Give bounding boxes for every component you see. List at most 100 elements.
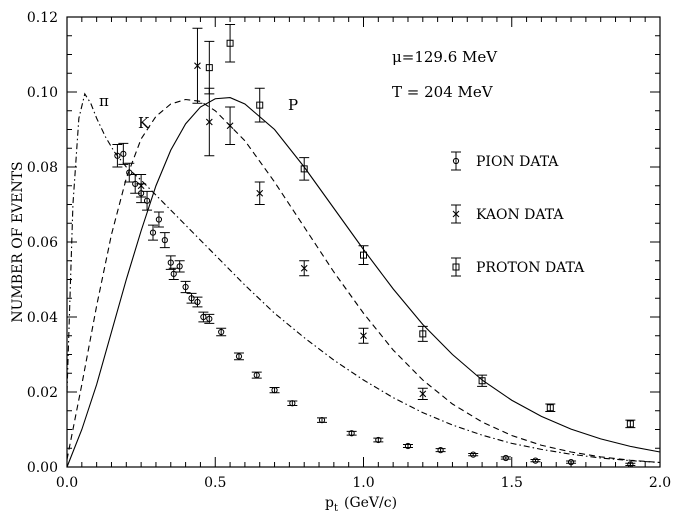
cross-data-point bbox=[225, 106, 236, 145]
circle-data-point bbox=[159, 232, 170, 249]
y-tick-label: 0.08 bbox=[27, 160, 58, 176]
circle-marker bbox=[437, 447, 444, 454]
circle-marker bbox=[155, 216, 163, 223]
circle-marker bbox=[182, 283, 189, 291]
square-data-point bbox=[299, 157, 310, 181]
circle-marker bbox=[375, 436, 382, 444]
x-tick-label: 1.0 bbox=[352, 475, 374, 491]
x-axis-label-unit: (GeV/c) bbox=[344, 495, 397, 511]
circle-marker bbox=[470, 451, 477, 458]
legend-label-proton: PROTON DATA bbox=[476, 260, 585, 276]
plot-frame bbox=[66, 16, 661, 468]
legend-label-pion: PION DATA bbox=[476, 154, 559, 170]
circle-data-point bbox=[112, 144, 123, 168]
cross-data-point bbox=[204, 87, 215, 157]
circle-marker bbox=[627, 461, 634, 468]
circle-data-point bbox=[287, 400, 298, 407]
square-data-point bbox=[358, 245, 369, 265]
legend-markers bbox=[451, 151, 461, 277]
curve-label-kaon: K bbox=[138, 114, 150, 132]
x-tick-label: 0.0 bbox=[56, 475, 78, 491]
cross-marker bbox=[205, 118, 213, 126]
y-tick-label: 0.04 bbox=[27, 310, 58, 326]
legend-marker-circle bbox=[451, 151, 461, 171]
circle-data-point bbox=[402, 442, 413, 450]
curve-label-proton: P bbox=[288, 96, 298, 114]
x-axis-label: pt (GeV/c) bbox=[325, 495, 397, 514]
data-points bbox=[112, 24, 636, 468]
circle-data-point bbox=[142, 190, 153, 211]
cross-stroke bbox=[137, 182, 145, 190]
circle-data-point bbox=[204, 313, 215, 324]
x-tick-labels: 0.0 0.5 1.0 1.5 2.0 bbox=[56, 475, 671, 491]
circle-data-point bbox=[316, 417, 327, 424]
cross-data-point bbox=[417, 387, 428, 400]
circle-marker bbox=[206, 315, 213, 322]
square-marker bbox=[452, 263, 460, 271]
cross-stroke bbox=[419, 390, 427, 398]
cross-data-point bbox=[299, 260, 310, 277]
square-data-point bbox=[254, 87, 265, 123]
square-data-point bbox=[477, 374, 488, 387]
circle-data-point bbox=[174, 260, 185, 273]
curve-dashed bbox=[66, 98, 661, 464]
circle-marker bbox=[404, 442, 412, 450]
legend-marker-square bbox=[451, 257, 461, 277]
circle-marker bbox=[502, 454, 509, 462]
cross-stroke bbox=[452, 210, 460, 218]
annotation-mu: μ=129.6 MeV bbox=[392, 48, 498, 66]
cross-stroke bbox=[300, 264, 308, 272]
circle-marker bbox=[271, 387, 278, 394]
circle-marker bbox=[188, 295, 195, 302]
square-marker bbox=[419, 330, 427, 338]
circle-data-point bbox=[168, 267, 179, 280]
circle-marker bbox=[235, 353, 243, 360]
cross-marker bbox=[194, 62, 201, 70]
x-axis-label-sub: t bbox=[334, 503, 338, 514]
circle-marker bbox=[170, 270, 177, 277]
square-marker bbox=[226, 39, 234, 47]
square-marker bbox=[360, 251, 367, 259]
circle-data-point bbox=[500, 454, 511, 462]
cross-stroke bbox=[194, 62, 201, 70]
y-axis-label: NUMBER OF EVENTS bbox=[10, 161, 26, 322]
circle-data-point bbox=[435, 447, 446, 454]
circle-data-point bbox=[165, 255, 176, 270]
cross-data-point bbox=[192, 27, 203, 104]
circle-marker bbox=[200, 313, 207, 321]
circle-marker bbox=[176, 263, 183, 270]
circle-marker bbox=[532, 457, 539, 464]
curve-dashdot bbox=[66, 92, 661, 464]
cross-marker bbox=[137, 182, 145, 190]
cross-marker bbox=[300, 264, 308, 272]
x-tick-label: 2.0 bbox=[649, 475, 671, 491]
y-tick-label: 0.02 bbox=[27, 385, 58, 401]
circle-data-point bbox=[625, 461, 636, 468]
curve-solid bbox=[66, 97, 661, 468]
y-tick-label: 0.12 bbox=[27, 10, 58, 26]
circle-marker bbox=[120, 150, 127, 157]
legend-label-kaon: KAON DATA bbox=[476, 207, 564, 223]
circle-data-point bbox=[530, 457, 541, 464]
circle-marker bbox=[218, 328, 225, 336]
y-tick-label: 0.00 bbox=[27, 460, 58, 476]
cross-stroke bbox=[226, 122, 234, 130]
cross-marker bbox=[419, 390, 427, 398]
square-marker bbox=[256, 101, 264, 109]
circle-data-point bbox=[216, 327, 227, 337]
circle-marker bbox=[161, 237, 168, 244]
axis-ticks bbox=[67, 17, 660, 467]
model-curves bbox=[66, 92, 661, 468]
legend: PION DATA KAON DATA PROTON DATA bbox=[451, 151, 585, 277]
circle-data-point bbox=[153, 211, 164, 228]
circle-data-point bbox=[269, 387, 280, 394]
y-tick-label: 0.06 bbox=[27, 235, 58, 251]
square-marker bbox=[546, 404, 554, 412]
cross-stroke bbox=[205, 118, 213, 126]
circle-data-point bbox=[180, 280, 191, 294]
circle-data-point bbox=[468, 451, 479, 458]
square-data-point bbox=[417, 325, 428, 342]
circle-marker bbox=[167, 259, 174, 266]
circle-marker bbox=[149, 229, 157, 236]
circle-data-point bbox=[124, 162, 135, 183]
